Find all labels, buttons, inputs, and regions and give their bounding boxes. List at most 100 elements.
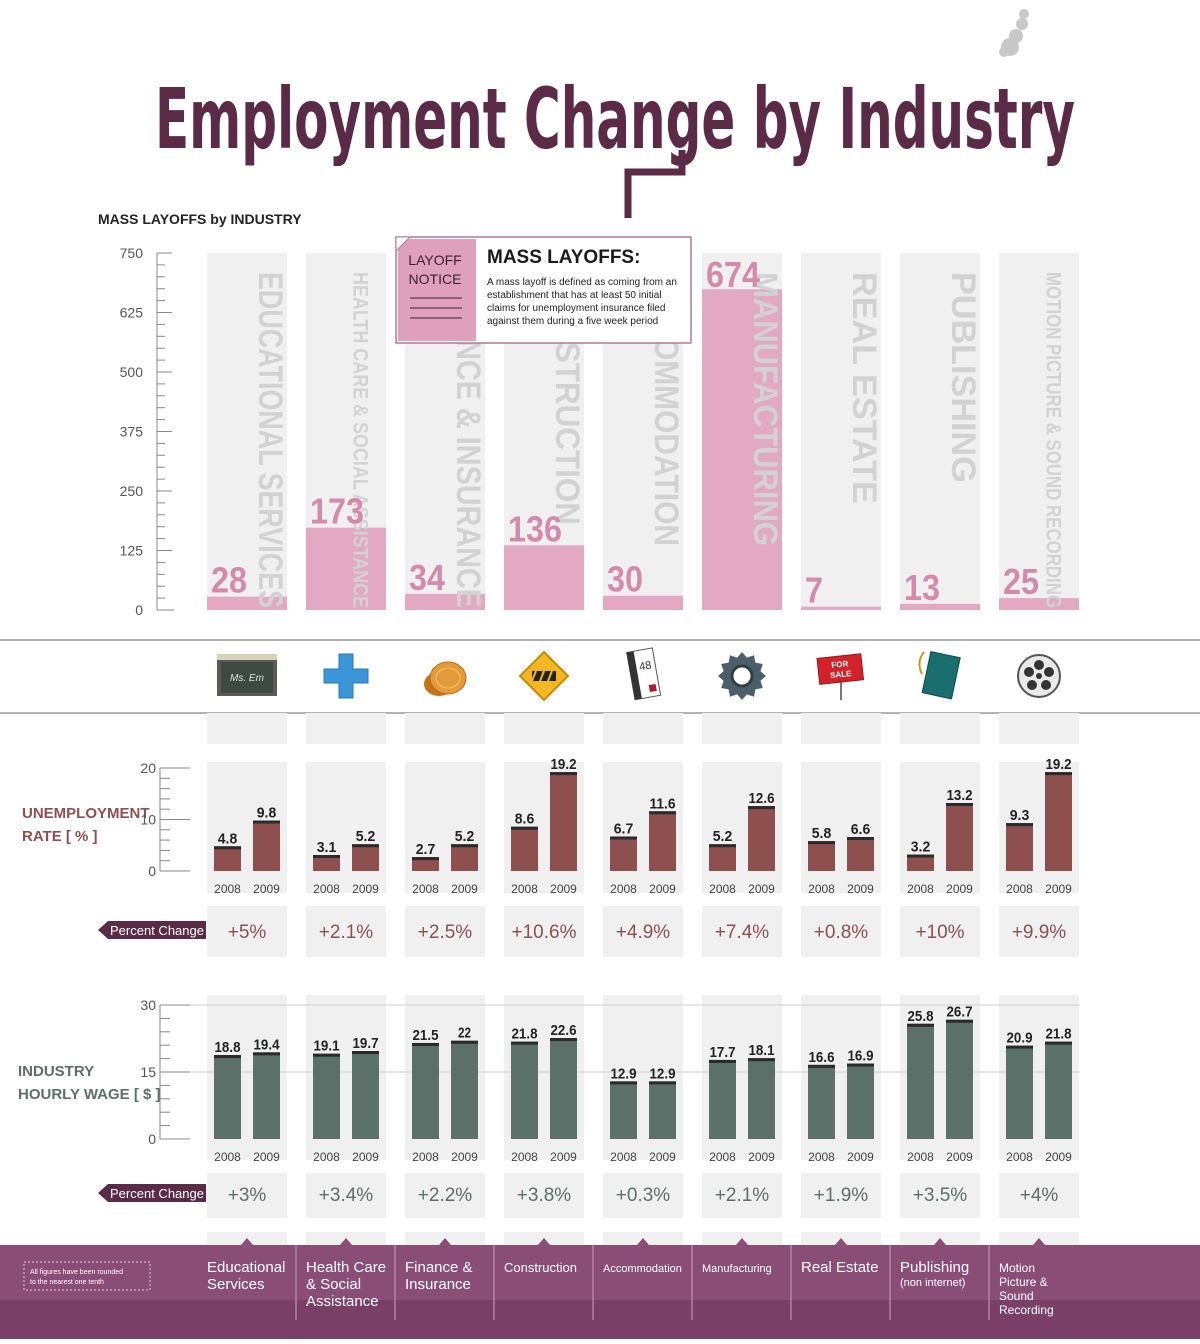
year-label: 2008 <box>1006 882 1033 896</box>
footer-name-line: Motion <box>999 1261 1035 1275</box>
bar-2009 <box>451 1040 478 1139</box>
construction-sign-icon <box>518 650 570 702</box>
footer-name-line: Real Estate <box>801 1259 879 1276</box>
notice-tag-line2: NOTICE <box>409 271 462 287</box>
bar-value-label: 8.6 <box>515 811 535 828</box>
layoff-column-bg <box>900 253 980 610</box>
bar-2008 <box>214 1055 241 1139</box>
layoff-category-label: EDUCATIONAL SERVICES <box>251 272 289 608</box>
bar-2009 <box>847 1063 874 1139</box>
percent-change-value: +2.5% <box>418 922 473 943</box>
footer-name-line: Services <box>207 1276 265 1293</box>
column-tab <box>835 1238 847 1245</box>
bar-cap <box>1045 1041 1072 1045</box>
bar-cap <box>649 811 676 815</box>
percent-change-value: +3.5% <box>913 1185 968 1206</box>
bar-2008 <box>907 854 934 871</box>
bar-value-label: 19.2 <box>1046 756 1072 773</box>
film-reel-icon <box>1017 654 1061 698</box>
axis-tick-label: 0 <box>148 1131 156 1147</box>
bar-cap <box>313 855 340 859</box>
layoff-bar <box>801 606 881 610</box>
gap-mid2 <box>207 957 1080 995</box>
year-label: 2008 <box>412 1150 439 1164</box>
bar-value-label: 5.8 <box>812 825 832 842</box>
bar-cap <box>550 772 577 776</box>
bar-value-label: 18.8 <box>215 1039 241 1056</box>
year-label: 2008 <box>214 1150 241 1164</box>
bar-cap <box>253 1052 280 1056</box>
bar-value-label: 12.9 <box>611 1065 637 1082</box>
year-label: 2008 <box>808 882 835 896</box>
bar-value-label: 19.2 <box>551 756 577 773</box>
bar-2009 <box>550 1038 577 1139</box>
bar-cap <box>649 1081 676 1085</box>
year-label: 2008 <box>412 882 439 896</box>
footnote-line1: All figures have been rounded <box>30 1269 123 1276</box>
column-tab <box>538 1238 550 1245</box>
layoff-tick-label: 750 <box>120 245 144 261</box>
percent-change-label-1: Percent Change <box>110 923 204 938</box>
bar-value-label: 2.7 <box>416 841 436 858</box>
wage-percent-changes: +3% +3.4% +2.2% +3.8% +0.3% +2.1% +1.9% +3.5% +4… <box>228 1185 1059 1206</box>
layoff-tick-label: 625 <box>120 305 144 321</box>
bar-cap <box>511 1041 538 1045</box>
year-label: 2009 <box>649 882 676 896</box>
wage-label-line2: HOURLY WAGE [ $ ] <box>18 1086 161 1103</box>
percent-change-value: +10% <box>915 922 964 943</box>
unemployment-axis: 20 10 0 <box>140 760 190 879</box>
percent-change-tag-wage: Percent Change <box>98 1184 206 1202</box>
bar-value-label: 21.8 <box>1046 1026 1072 1043</box>
bar-value-label: 5.2 <box>356 828 376 845</box>
footnote: All figures have been rounded to the nea… <box>23 1261 151 1291</box>
column-tab <box>241 1238 253 1245</box>
bar-2008 <box>709 1059 736 1139</box>
footer-name-line: (non internet) <box>900 1277 965 1289</box>
footer-name-line: Health Care <box>306 1259 386 1276</box>
percent-change-value: +1.9% <box>814 1185 869 1206</box>
layoffs-heading: MASS LAYOFFS by INDUSTRY <box>98 211 302 227</box>
bar-value-label: 12.6 <box>749 790 775 807</box>
footer-name-line: Construction <box>504 1260 577 1275</box>
year-label: 2008 <box>313 1150 340 1164</box>
bar-cap <box>1006 1045 1033 1049</box>
bar-2009 <box>1045 1041 1072 1139</box>
bar-2008 <box>1006 1045 1033 1139</box>
bar-cap <box>709 844 736 848</box>
bar-cap <box>511 826 538 830</box>
gap-bot <box>207 1218 1080 1232</box>
year-label: 2009 <box>1045 1150 1072 1164</box>
footer-name-line: Publishing <box>900 1259 969 1276</box>
keycard-number: 48 <box>638 659 652 673</box>
bar-cap <box>412 1042 439 1046</box>
bar-cap <box>412 857 439 861</box>
bar-value-label: 3.2 <box>911 839 931 856</box>
bar-value-label: 26.7 <box>947 1004 973 1021</box>
gear-icon <box>718 652 766 700</box>
bar-value-label: 5.2 <box>455 828 475 845</box>
bar-2008 <box>610 1081 637 1139</box>
bar-2009 <box>748 806 775 871</box>
bar-value-label: 3.1 <box>317 839 337 856</box>
gap-mid1 <box>207 893 1080 906</box>
column-tab <box>637 1238 649 1245</box>
unemployment-bars: 4.8 2008 9.8 2009 3.1 2008 5.2 2009 2.7 2008 5.2 20… <box>214 756 1072 896</box>
bar-value-label: 22.6 <box>551 1022 577 1039</box>
footer-name-line: Sound <box>999 1289 1034 1303</box>
layoff-value-label: 30 <box>607 559 643 600</box>
layoff-value-label: 25 <box>1003 561 1039 602</box>
bar-value-label: 16.9 <box>848 1048 874 1065</box>
bar-2008 <box>511 826 538 871</box>
bar-2008 <box>709 844 736 871</box>
percent-change-value: +4.9% <box>616 922 671 943</box>
year-label: 2009 <box>649 1150 676 1164</box>
footer-name-line: Insurance <box>405 1276 471 1293</box>
bar-cap <box>214 846 241 850</box>
bar-2008 <box>808 1064 835 1139</box>
column-tab <box>736 1238 748 1245</box>
layoff-bar <box>504 545 584 610</box>
year-label: 2008 <box>907 1150 934 1164</box>
layoff-column-bg <box>207 253 287 610</box>
